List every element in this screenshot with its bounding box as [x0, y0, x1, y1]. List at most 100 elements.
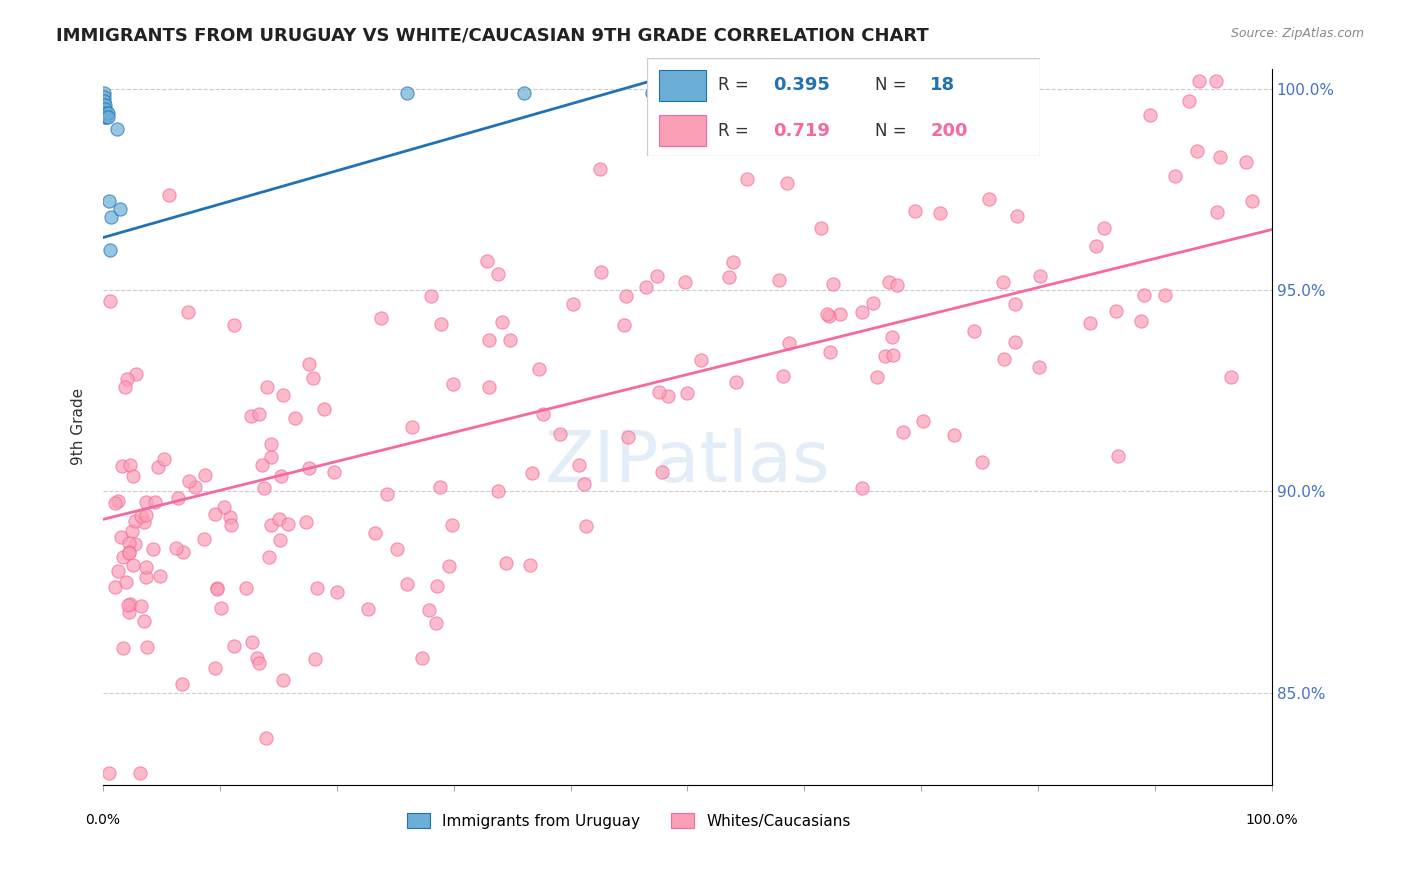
Point: [1205, 73, 1227, 87]
Point: [1209, 150, 1232, 164]
Point: [97, 105, 120, 120]
Point: [641, 86, 664, 100]
Point: [851, 481, 873, 495]
Point: [114, 380, 136, 394]
Point: [441, 376, 464, 391]
Point: [1154, 287, 1177, 301]
Point: [239, 409, 262, 423]
Point: [395, 86, 418, 100]
Point: [273, 388, 295, 402]
Point: [110, 530, 132, 544]
Point: [104, 496, 127, 510]
Point: [1164, 169, 1187, 183]
Point: [970, 455, 993, 469]
Point: [112, 549, 135, 564]
Point: [135, 560, 157, 574]
Point: [304, 652, 326, 666]
Point: [242, 634, 264, 648]
Point: [97, 110, 120, 124]
Point: [267, 512, 290, 526]
Point: [778, 336, 800, 351]
Text: ZIPatlas: ZIPatlas: [544, 428, 830, 497]
Point: [875, 350, 897, 364]
Point: [689, 353, 711, 368]
Point: [676, 385, 699, 400]
Point: [1139, 108, 1161, 122]
Point: [253, 481, 276, 495]
Point: [725, 375, 748, 389]
Point: [886, 278, 908, 293]
Point: [121, 524, 143, 538]
Point: [425, 616, 447, 631]
Point: [963, 324, 986, 338]
Point: [396, 576, 419, 591]
Point: [1105, 303, 1128, 318]
Point: [1092, 221, 1115, 235]
Point: [1178, 95, 1201, 109]
Point: [1004, 335, 1026, 350]
Point: [828, 307, 851, 321]
Point: [135, 508, 157, 522]
Point: [118, 458, 141, 472]
Point: [212, 500, 235, 514]
Point: [772, 369, 794, 384]
Point: [135, 570, 157, 584]
Point: [118, 545, 141, 559]
Point: [735, 171, 758, 186]
Point: [419, 289, 441, 303]
Point: [97, 766, 120, 780]
Point: [851, 305, 873, 319]
Point: [323, 465, 346, 479]
Point: [426, 579, 449, 593]
Point: [129, 599, 152, 613]
Point: [513, 86, 536, 100]
Point: [184, 480, 207, 494]
Point: [645, 269, 668, 284]
Point: [270, 469, 292, 483]
Point: [170, 677, 193, 691]
Point: [100, 211, 122, 225]
Point: [110, 202, 132, 217]
Point: [891, 425, 914, 439]
Text: R =: R =: [717, 77, 754, 95]
Point: [222, 318, 245, 332]
Point: [817, 310, 839, 324]
Point: [943, 428, 966, 442]
Point: [298, 357, 321, 371]
Point: [218, 510, 240, 524]
Point: [117, 372, 139, 386]
Point: [548, 427, 571, 442]
Point: [387, 542, 409, 557]
Point: [370, 311, 392, 326]
Point: [718, 269, 741, 284]
Point: [820, 344, 842, 359]
Point: [107, 564, 129, 578]
Point: [295, 516, 318, 530]
Point: [1133, 287, 1156, 301]
Point: [312, 402, 335, 417]
Point: [177, 305, 200, 319]
Point: [572, 476, 595, 491]
Text: N =: N =: [875, 121, 912, 139]
Point: [305, 581, 328, 595]
Point: [1080, 316, 1102, 330]
Point: [94, 97, 117, 112]
Point: [977, 73, 1000, 87]
Point: [96, 110, 118, 124]
Point: [1219, 369, 1241, 384]
Point: [991, 275, 1014, 289]
Point: [882, 348, 904, 362]
Point: [250, 458, 273, 473]
Point: [429, 480, 451, 494]
Text: 200: 200: [931, 121, 967, 139]
Point: [298, 460, 321, 475]
Point: [165, 541, 187, 556]
Point: [921, 111, 943, 125]
Point: [1129, 314, 1152, 328]
Point: [929, 205, 952, 219]
Point: [815, 307, 838, 321]
Point: [153, 452, 176, 467]
Point: [657, 389, 679, 403]
Bar: [658, 115, 706, 146]
Point: [495, 556, 517, 570]
